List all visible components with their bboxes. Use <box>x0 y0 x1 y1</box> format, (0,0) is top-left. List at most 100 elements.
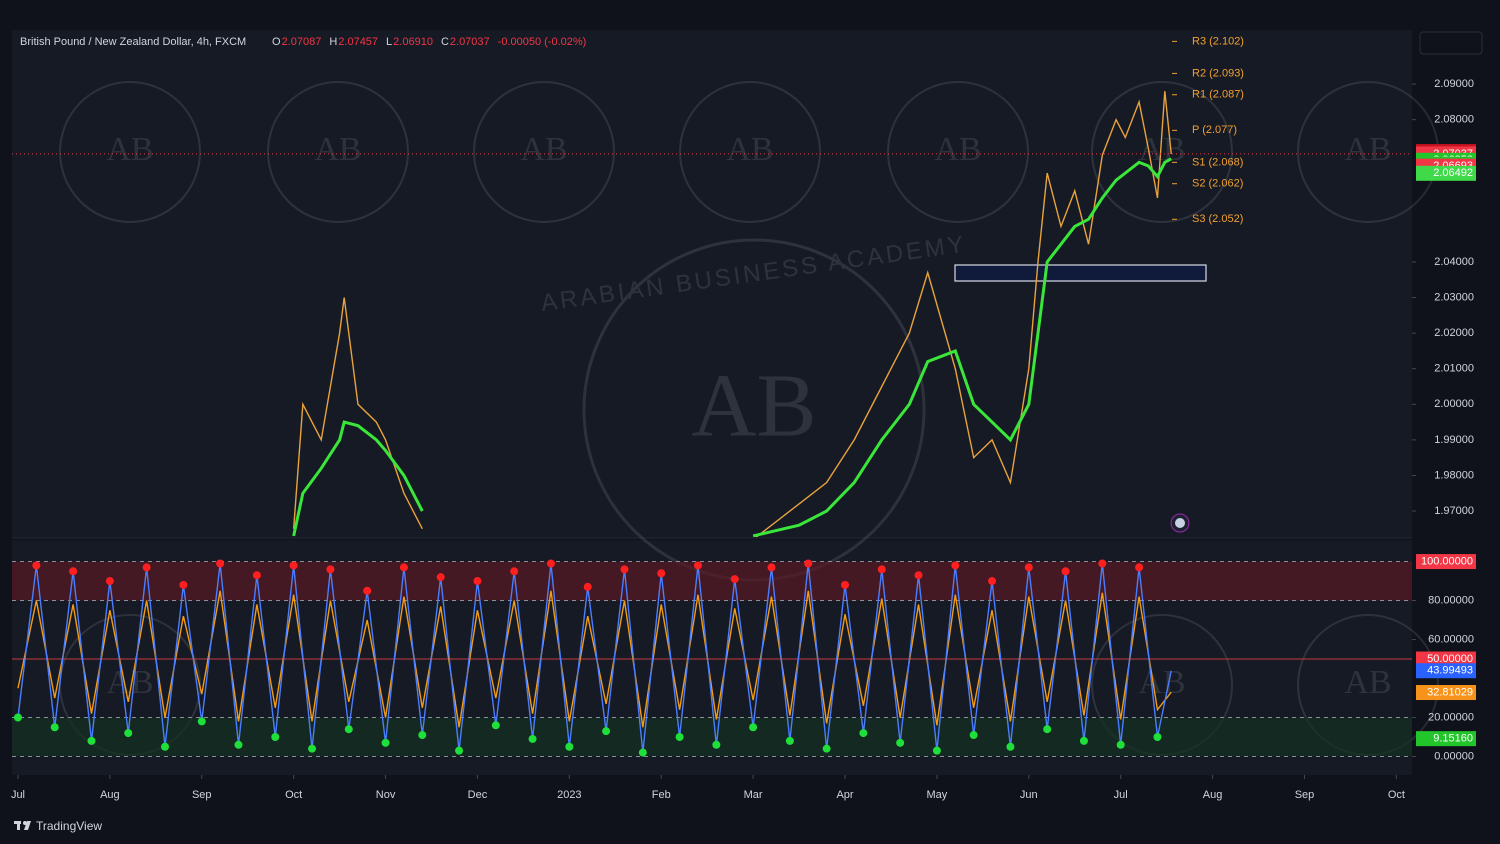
signal-dot <box>308 744 317 753</box>
watermark-ring <box>267 81 409 223</box>
x-tick-label: Aug <box>100 789 120 801</box>
signal-dot <box>749 723 758 732</box>
signal-dot <box>638 748 647 757</box>
watermark-logo: AB <box>1138 664 1185 701</box>
signal-dot <box>675 732 684 741</box>
logo-mark <box>17 821 20 830</box>
ohlc-value: 2.06910 <box>393 36 433 48</box>
signal-dot <box>822 744 831 753</box>
ohlc-key: C <box>441 36 449 48</box>
signal-dot <box>271 732 280 741</box>
signal-dot <box>197 717 206 726</box>
x-tick-label: May <box>927 789 948 801</box>
signal-dot <box>914 571 923 580</box>
series-line <box>292 420 424 537</box>
price-label: 2.06492 <box>1433 167 1473 179</box>
signal-dot <box>693 561 702 570</box>
signal-dot <box>712 740 721 749</box>
signal-dot <box>13 713 22 722</box>
signal-dot <box>161 742 170 751</box>
y-tick-label: 2.00000 <box>1434 398 1474 410</box>
watermark-logo: AB <box>934 131 981 168</box>
pivot-label: S1 (2.068) <box>1192 156 1243 168</box>
signal-dot <box>124 729 133 738</box>
signal-dot <box>932 746 941 755</box>
pivot-label: R1 (2.087) <box>1192 89 1244 101</box>
pivot-label: P (2.077) <box>1192 124 1237 136</box>
signal-dot <box>1116 740 1125 749</box>
signal-dot <box>381 738 390 747</box>
signal-dot <box>455 746 464 755</box>
x-tick-label: Mar <box>744 789 763 801</box>
watermark-ring <box>59 81 201 223</box>
signal-dot <box>1024 563 1033 572</box>
signal-dot <box>602 727 611 736</box>
pivot-label: S3 (2.052) <box>1192 213 1243 225</box>
brand: TradingView <box>36 819 102 833</box>
x-tick-label: Aug <box>1203 789 1223 801</box>
signal-dot <box>491 721 500 730</box>
band <box>12 717 1412 757</box>
watermark-ring <box>1091 81 1233 223</box>
price-label-box <box>1416 165 1476 181</box>
signal-dot <box>510 567 519 576</box>
signal-dot <box>877 565 886 574</box>
signal-dot <box>1098 559 1107 568</box>
y-tick-label: 1.97000 <box>1434 505 1474 517</box>
signal-dot <box>620 565 629 574</box>
ohlc-value: 2.07087 <box>282 36 322 48</box>
pivot-label: R3 (2.102) <box>1192 35 1244 47</box>
signal-dot <box>546 559 555 568</box>
y-tick-label: 2.04000 <box>1434 256 1474 268</box>
signal-dot <box>50 723 59 732</box>
y-tick-label: 2.08000 <box>1434 114 1474 126</box>
ohlc-value: 2.07457 <box>338 36 378 48</box>
symbol: British Pound / New Zealand Dollar, 4h, … <box>20 36 246 48</box>
watermark-ring <box>473 81 615 223</box>
signal-dot <box>528 734 537 743</box>
signal-dot <box>583 582 592 591</box>
ohlc-key: H <box>329 36 337 48</box>
pivot-label: S2 (2.062) <box>1192 178 1243 190</box>
logo-mark <box>24 821 31 830</box>
signal-dot <box>988 577 997 586</box>
y-tick-label: 2.09000 <box>1434 78 1474 90</box>
signal-dot <box>399 563 408 572</box>
signal-dot <box>326 565 335 574</box>
signal-dot <box>105 577 114 586</box>
oscillator-chart: 0.00000 20.00000 60.00000 80.00000 Jul Aug Sep… <box>11 554 1476 801</box>
x-tick-label: Oct <box>1388 789 1405 801</box>
price-label-box <box>1416 663 1476 679</box>
x-tick-label: Nov <box>376 789 396 801</box>
signal-dot <box>1043 725 1052 734</box>
y-tick-label: 2.03000 <box>1434 291 1474 303</box>
signal-dot <box>804 559 813 568</box>
x-tick-label: Sep <box>1295 789 1315 801</box>
signal-dot <box>1061 567 1070 576</box>
x-tick-label: Jun <box>1020 789 1038 801</box>
change: -0.00050 (-0.02%) <box>498 36 587 48</box>
y-tick-label: 60.00000 <box>1428 633 1474 645</box>
settings-button[interactable] <box>1419 31 1483 55</box>
signal-dot <box>565 742 574 751</box>
signal-dot <box>1135 563 1144 572</box>
price-panel <box>12 30 1412 537</box>
series-line <box>752 157 1172 537</box>
y-tick-label: 2.02000 <box>1434 327 1474 339</box>
ohlc-key: O <box>272 36 281 48</box>
price-label-box <box>1416 731 1476 747</box>
y-tick-label: 1.98000 <box>1434 469 1474 481</box>
signal-dot <box>767 563 776 572</box>
signal-dot <box>436 573 445 582</box>
x-tick-label: Feb <box>652 789 671 801</box>
signal-dot <box>418 731 427 740</box>
signal-dot <box>951 561 960 570</box>
watermark-ring <box>679 81 821 223</box>
watermark-logo: AB <box>520 131 567 168</box>
signal-dot <box>69 567 78 576</box>
signal-dot <box>216 559 225 568</box>
x-tick-label: Jul <box>11 789 25 801</box>
x-tick-label: Dec <box>468 789 488 801</box>
x-tick-label: 2023 <box>557 789 581 801</box>
watermark-logo: AB <box>1344 664 1391 701</box>
